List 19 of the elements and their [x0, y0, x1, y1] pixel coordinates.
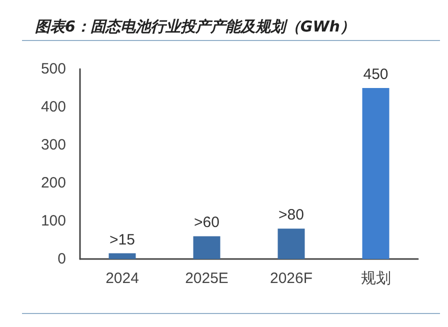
x-tick-label: 规划 — [360, 270, 391, 287]
y-tick-label: 100 — [40, 212, 66, 230]
bar — [362, 88, 390, 259]
y-tick-label: 200 — [40, 174, 66, 192]
chart-title: 图表6：固态电池行业投产产能及规划（GWh） — [35, 18, 355, 36]
y-tick-label: 0 — [58, 250, 66, 268]
data-label: >15 — [110, 231, 135, 248]
y-tick-label: 300 — [40, 136, 66, 154]
data-label: 450 — [363, 66, 388, 83]
x-tick-label: 2025E — [185, 270, 228, 287]
x-tick-label: 2024 — [106, 270, 139, 287]
bar — [278, 228, 305, 259]
x-tick-label: 2026F — [270, 270, 313, 287]
bar — [193, 236, 220, 259]
data-label: >60 — [194, 214, 220, 232]
y-tick-label: 500 — [40, 60, 66, 78]
data-label: >80 — [278, 206, 304, 224]
y-tick-label: 400 — [40, 98, 66, 116]
bar — [108, 253, 136, 259]
